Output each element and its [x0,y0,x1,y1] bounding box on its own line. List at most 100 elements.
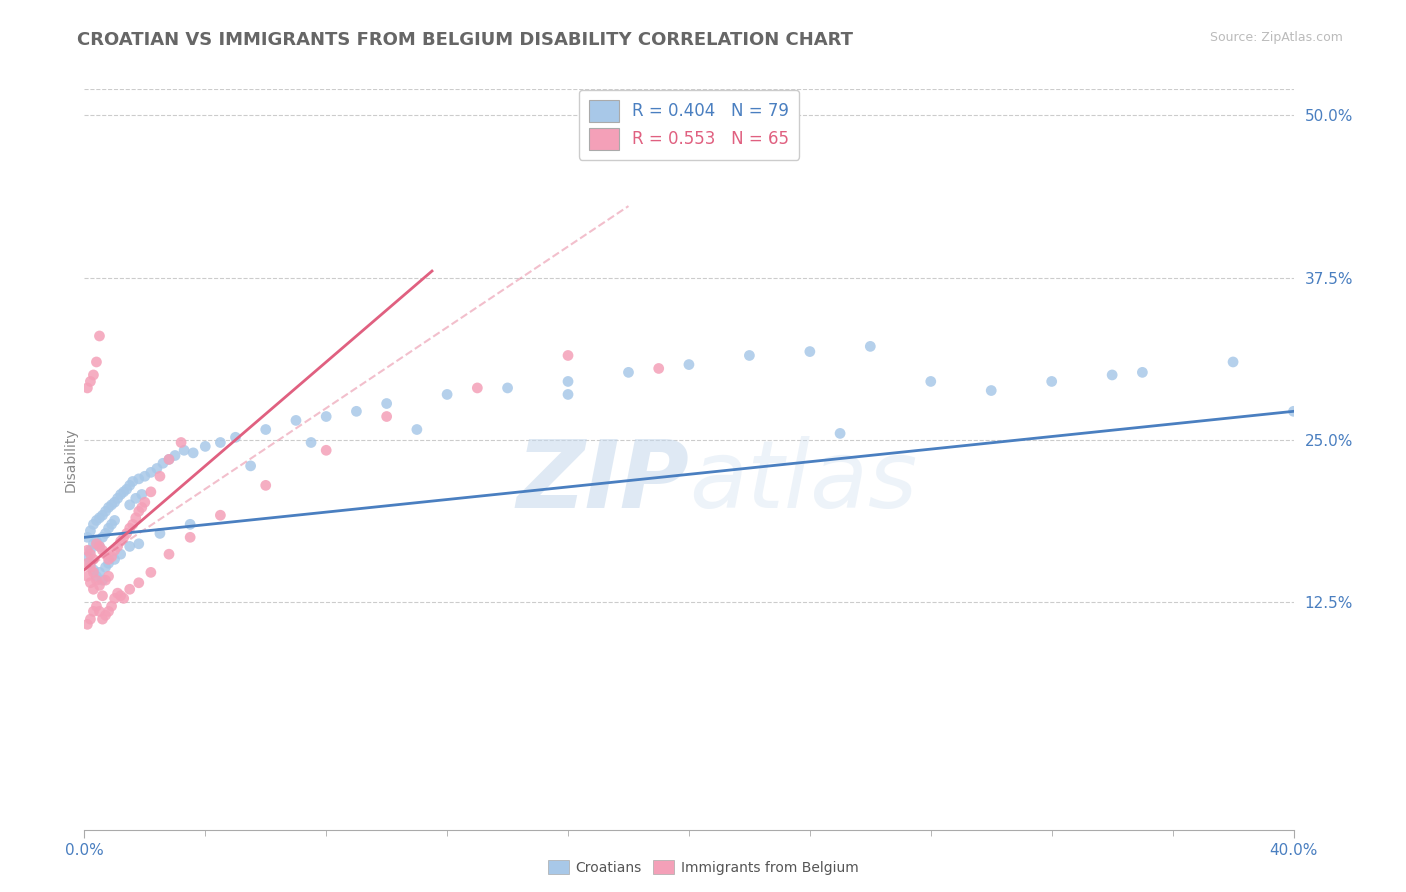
Point [139,484,162,499]
Point [315,443,337,458]
Point [112,530,135,544]
Point [94,504,117,518]
Point [980,384,1002,398]
Point [79,612,101,626]
Point [89,540,111,554]
Point [118,540,141,554]
Point [125,511,148,525]
Point [125,491,148,506]
Point [86,599,108,614]
Point [315,409,337,424]
Point [86,355,108,369]
Point [91,589,114,603]
Point [225,430,247,444]
Point [110,589,132,603]
Point [76,543,98,558]
Point [89,578,111,592]
Point [557,375,579,389]
Point [1040,375,1063,389]
Legend: Croatians, Immigrants from Belgium: Croatians, Immigrants from Belgium [543,855,863,880]
Point [173,443,195,458]
Point [157,452,180,467]
Point [94,526,117,541]
Point [79,556,101,570]
Point [496,381,519,395]
Point [557,387,579,401]
Point [79,560,101,574]
Point [157,452,180,467]
Point [86,573,108,587]
Point [79,547,101,561]
Point [128,504,150,518]
Point [115,526,138,541]
Point [181,446,204,460]
Point [100,599,122,614]
Point [859,339,882,353]
Point [799,344,821,359]
Point [89,566,111,580]
Point [91,530,114,544]
Point [82,582,104,597]
Point [239,458,262,473]
Point [97,500,120,515]
Point [678,358,700,372]
Point [89,329,111,343]
Point [131,487,153,501]
Point [617,365,640,379]
Point [738,349,761,363]
Point [118,478,141,492]
Point [346,404,368,418]
Point [97,521,120,535]
Point [104,552,127,566]
Point [89,540,111,554]
Point [648,361,671,376]
Point [82,368,104,382]
Point [1130,365,1153,379]
Point [557,349,579,363]
Point [112,484,135,499]
Point [165,449,187,463]
Text: ZIP: ZIP [516,435,689,527]
Point [91,508,114,523]
Point [91,612,114,626]
Text: atlas: atlas [689,436,917,527]
Point [1282,404,1305,418]
Point [97,552,120,566]
Point [76,549,98,564]
Point [128,575,150,590]
Point [157,547,180,561]
Point [131,500,153,515]
Point [1101,368,1123,382]
Point [118,498,141,512]
Point [209,508,232,523]
Point [830,426,852,441]
Point [97,569,120,583]
Point [436,387,458,401]
Point [89,511,111,525]
Point [86,569,108,583]
Point [79,543,101,558]
Point [91,573,114,587]
Point [79,524,101,538]
Point [128,537,150,551]
Point [149,469,172,483]
Point [104,495,127,509]
Text: CROATIAN VS IMMIGRANTS FROM BELGIUM DISABILITY CORRELATION CHART: CROATIAN VS IMMIGRANTS FROM BELGIUM DISA… [77,31,853,49]
Point [299,435,322,450]
Point [82,563,104,577]
Point [170,435,193,450]
Point [100,498,122,512]
Point [104,513,127,527]
Point [146,461,169,475]
Point [107,491,129,506]
Point [139,466,162,480]
Point [82,517,104,532]
Point [406,423,429,437]
Point [76,381,98,395]
Legend: R = 0.404   N = 79, R = 0.553   N = 65: R = 0.404 N = 79, R = 0.553 N = 65 [579,90,799,160]
Point [375,396,398,410]
Point [179,530,201,544]
Point [76,569,98,583]
Point [920,375,942,389]
Point [194,439,217,453]
